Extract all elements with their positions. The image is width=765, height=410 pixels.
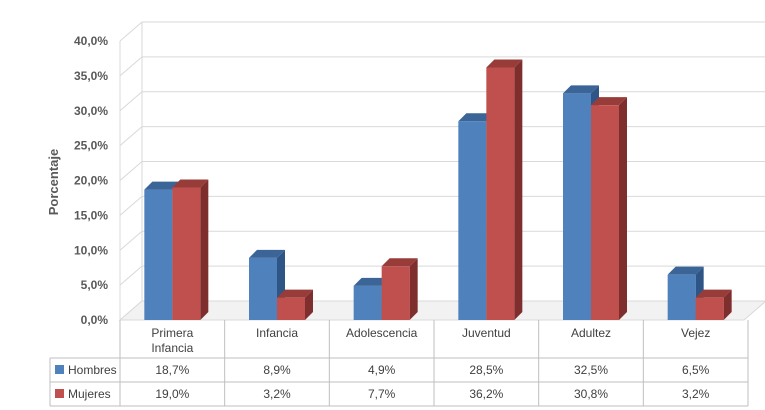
bar-front — [591, 105, 619, 320]
bar-front — [277, 297, 305, 320]
table-cell: 8,9% — [263, 363, 291, 377]
gridline-wall — [119, 91, 143, 112]
table-cell: 36,2% — [469, 387, 503, 401]
bar-mujeres — [591, 97, 627, 320]
bar-top — [277, 289, 313, 298]
bar-top — [563, 85, 599, 94]
y-tick-label: 20,0% — [74, 174, 108, 188]
y-tick-label: 35,0% — [74, 69, 108, 83]
category-label: Vejez — [681, 326, 710, 340]
bar-top — [249, 249, 285, 258]
bar-top — [591, 97, 627, 106]
bar-front — [144, 189, 173, 320]
legend-label-hombres: Hombres — [68, 363, 117, 377]
bar-front — [458, 121, 487, 321]
bar-side — [514, 59, 523, 320]
gridlines — [119, 21, 765, 321]
y-tick-label: 5,0% — [81, 278, 109, 292]
bar-top — [172, 179, 209, 188]
y-tick-label: 30,0% — [74, 104, 108, 118]
bar-top — [144, 181, 181, 190]
bar-mujeres — [695, 289, 732, 320]
bar-side — [305, 289, 313, 320]
category-label: Adolescencia — [346, 326, 418, 340]
bar-side — [723, 289, 732, 320]
y-tick-label: 10,0% — [74, 243, 108, 257]
bar-front — [695, 297, 724, 320]
y-axis-ticks: 0,0% 5,0% 10,0% 15,0% 20,0% 25,0% 30,0% 35,0% 40… — [74, 34, 108, 327]
gridline-wall — [119, 161, 143, 181]
bar-top — [353, 277, 390, 286]
bars — [144, 59, 732, 321]
table-cell: 6,5% — [682, 363, 710, 377]
y-tick-label: 0,0% — [81, 313, 109, 327]
table-cell: 28,5% — [469, 363, 503, 377]
gridline-wall — [119, 195, 143, 216]
category-label: Infancia — [151, 341, 193, 355]
gridline-wall — [119, 126, 143, 147]
table-cell: 3,2% — [263, 387, 291, 401]
bar-front — [486, 67, 515, 320]
table-cell: 32,5% — [574, 363, 608, 377]
bar-mujeres — [486, 59, 523, 320]
bar-top — [667, 266, 704, 275]
category-label: Infancia — [256, 326, 298, 340]
gridline-wall — [119, 56, 143, 77]
bar-top — [381, 258, 418, 267]
bar-front — [563, 93, 591, 320]
bar-top — [486, 59, 523, 68]
bar-front — [172, 187, 201, 320]
category-label: Juventud — [462, 326, 511, 340]
legend-label-mujeres: Mujeres — [68, 387, 111, 401]
table-cell: 18,7% — [155, 363, 189, 377]
bar-front — [353, 285, 382, 320]
bar-mujeres — [381, 258, 418, 320]
bar-top — [695, 289, 732, 298]
category-label: Adultez — [571, 326, 611, 340]
bar-mujeres — [277, 289, 313, 320]
bar-side — [200, 179, 209, 320]
gridline-wall — [119, 21, 143, 42]
bar-side — [409, 258, 418, 320]
bar-top — [458, 113, 495, 122]
legend-swatch-mujeres — [55, 389, 64, 398]
table-cell: 19,0% — [155, 387, 189, 401]
bar-hombres — [249, 249, 285, 320]
y-axis-label: Porcentaje — [46, 149, 61, 215]
legend-swatch-hombres — [55, 365, 64, 374]
y-tick-label: 15,0% — [74, 208, 108, 222]
gridline-wall — [119, 230, 143, 251]
table-cell: 3,2% — [682, 387, 710, 401]
y-tick-label: 25,0% — [74, 139, 108, 153]
bar-front — [667, 274, 696, 320]
y-tick-label: 40,0% — [74, 34, 108, 48]
bar-front — [249, 257, 277, 320]
table-cell: 30,8% — [574, 387, 608, 401]
bar-side — [619, 97, 627, 320]
gridline-wall — [119, 265, 143, 286]
table-cell: 4,9% — [368, 363, 396, 377]
bar-front — [381, 266, 410, 320]
table-cell: 7,7% — [368, 387, 396, 401]
bar-mujeres — [172, 179, 209, 320]
category-label: Primera — [151, 326, 193, 340]
